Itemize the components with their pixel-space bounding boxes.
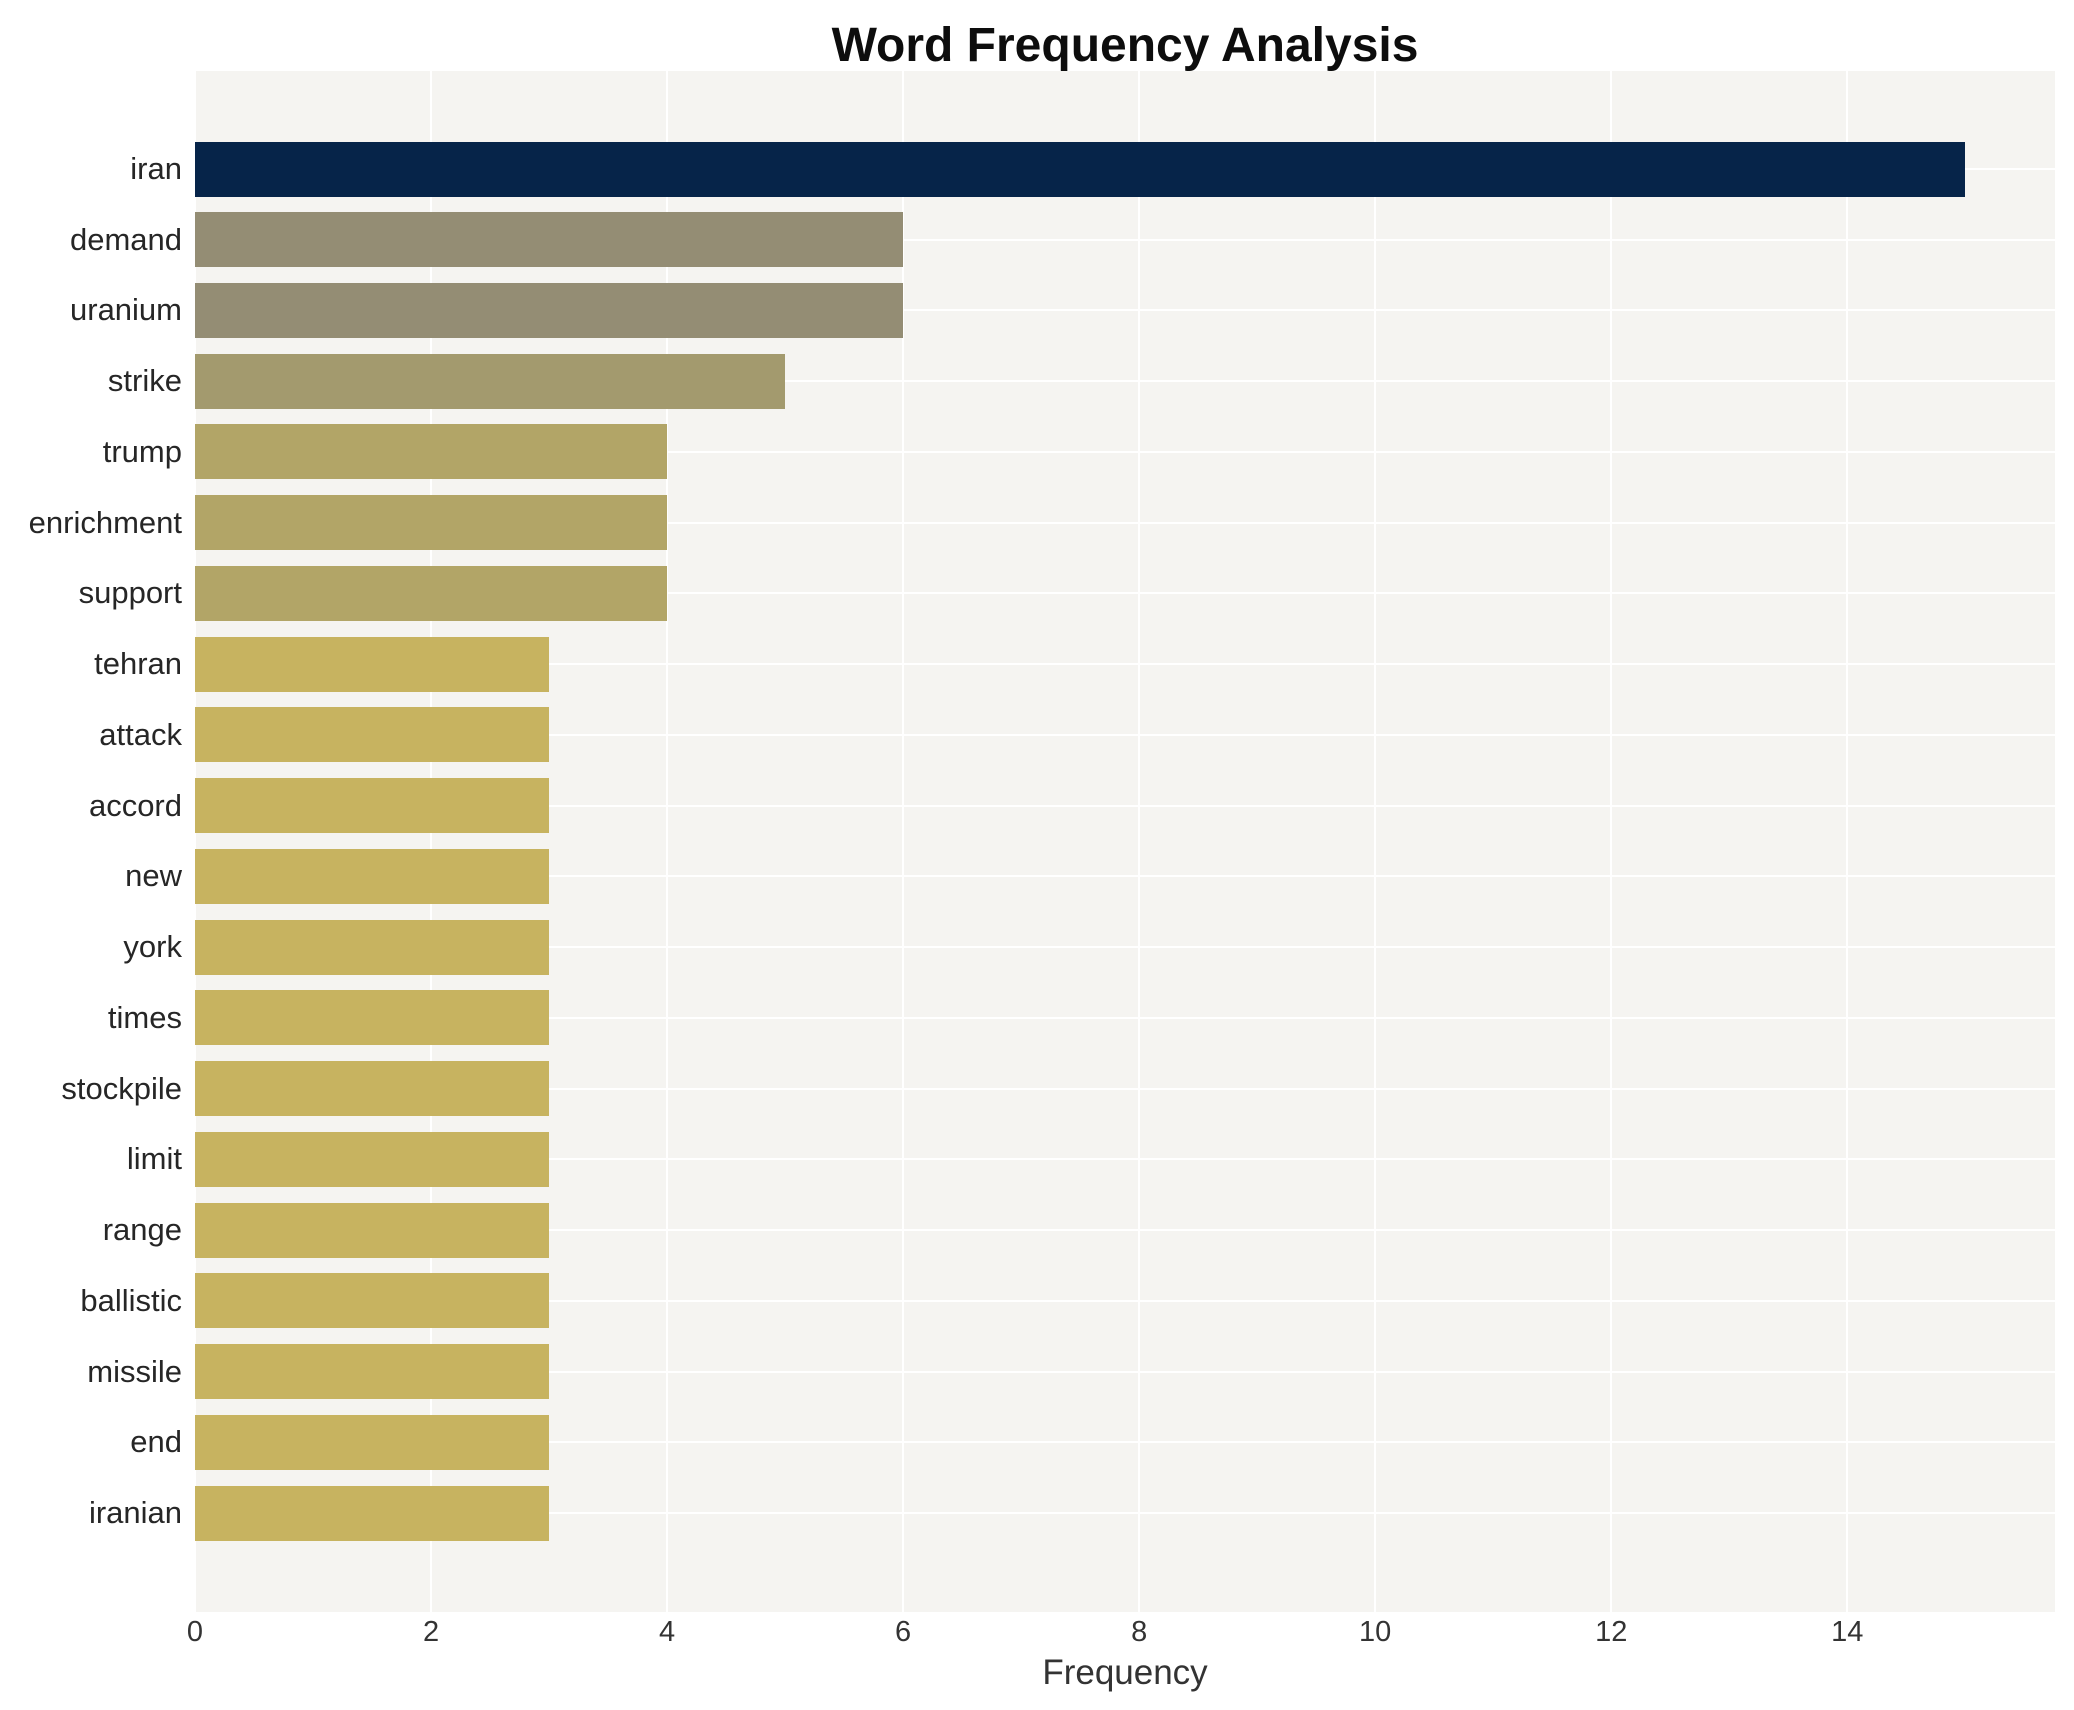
y-gridline <box>195 804 2055 807</box>
bar-tehran <box>195 636 550 692</box>
y-tick-label-stockpile: stockpile <box>61 1070 182 1106</box>
bar-end <box>195 1414 550 1470</box>
x-tick-label: 8 <box>1131 1616 1148 1648</box>
y-tick-label-end: end <box>130 1424 182 1460</box>
x-gridline <box>902 71 905 1612</box>
y-tick-label-accord: accord <box>88 787 182 823</box>
x-gridline <box>194 71 196 1612</box>
bar-limit <box>195 1131 550 1187</box>
y-gridline <box>195 238 2055 241</box>
x-tick-label: 4 <box>659 1616 676 1648</box>
bar-attack <box>195 707 550 763</box>
y-gridline <box>195 663 2055 666</box>
y-tick-label-enrichment: enrichment <box>28 504 182 540</box>
x-gridline <box>1374 71 1377 1612</box>
bar-support <box>195 565 668 621</box>
y-tick-label-range: range <box>102 1212 182 1248</box>
y-tick-label-new: new <box>125 858 182 894</box>
y-gridline <box>195 1441 2055 1444</box>
x-tick-label: 10 <box>1359 1616 1392 1648</box>
plot-area <box>194 71 2055 1612</box>
bar-accord <box>195 778 550 834</box>
x-gridline <box>430 71 433 1612</box>
bar-demand <box>195 212 904 268</box>
y-gridline <box>195 309 2055 312</box>
bar-uranium <box>195 282 904 338</box>
bar-enrichment <box>195 495 668 551</box>
y-gridline <box>195 1229 2055 1232</box>
x-tick-label: 12 <box>1595 1616 1628 1648</box>
bar-times <box>195 990 550 1046</box>
y-tick-label-missile: missile <box>87 1353 182 1389</box>
y-gridline <box>195 450 2055 453</box>
y-tick-label-attack: attack <box>99 716 182 752</box>
y-tick-label-uranium: uranium <box>70 292 182 328</box>
chart-title: Word Frequency Analysis <box>831 19 1419 72</box>
y-tick-label-ballistic: ballistic <box>80 1282 182 1318</box>
x-tick-label: 6 <box>895 1616 912 1648</box>
bar-stockpile <box>195 1061 550 1117</box>
y-gridline <box>195 1370 2055 1373</box>
y-tick-label-strike: strike <box>107 363 182 399</box>
bar-range <box>195 1202 550 1258</box>
y-gridline <box>195 1016 2055 1019</box>
bar-strike <box>195 353 786 409</box>
x-gridline <box>1610 71 1613 1612</box>
bar-iran <box>195 141 1966 197</box>
y-gridline <box>195 1087 2055 1090</box>
y-tick-label-york: york <box>123 929 182 965</box>
y-gridline <box>195 946 2055 949</box>
bar-iranian <box>195 1485 550 1541</box>
y-tick-label-times: times <box>107 999 182 1035</box>
y-gridline <box>195 592 2055 595</box>
y-gridline <box>195 733 2055 736</box>
bar-york <box>195 919 550 975</box>
bar-trump <box>195 424 668 480</box>
x-gridline <box>666 71 669 1612</box>
y-tick-label-support: support <box>78 575 182 611</box>
x-axis-label: Frequency <box>1042 1653 1208 1692</box>
y-gridline <box>195 1158 2055 1161</box>
y-gridline <box>195 380 2055 383</box>
y-tick-label-demand: demand <box>69 221 182 257</box>
x-tick-label: 14 <box>1831 1616 1864 1648</box>
y-tick-label-iranian: iranian <box>88 1495 182 1530</box>
y-gridline <box>195 1512 2055 1514</box>
y-tick-label-trump: trump <box>102 433 182 469</box>
x-tick-label: 0 <box>186 1616 204 1648</box>
bar-new <box>195 848 550 904</box>
y-tick-label-iran: iran <box>130 151 182 186</box>
bar-ballistic <box>195 1273 550 1329</box>
x-gridline <box>1846 71 1849 1612</box>
y-tick-label-limit: limit <box>126 1141 182 1177</box>
y-gridline <box>195 875 2055 878</box>
y-tick-label-tehran: tehran <box>94 646 182 682</box>
x-tick-label: 2 <box>422 1616 440 1648</box>
x-gridline <box>1138 71 1141 1612</box>
bar-missile <box>195 1344 550 1400</box>
y-gridline <box>195 521 2055 524</box>
y-gridline <box>195 1299 2055 1302</box>
